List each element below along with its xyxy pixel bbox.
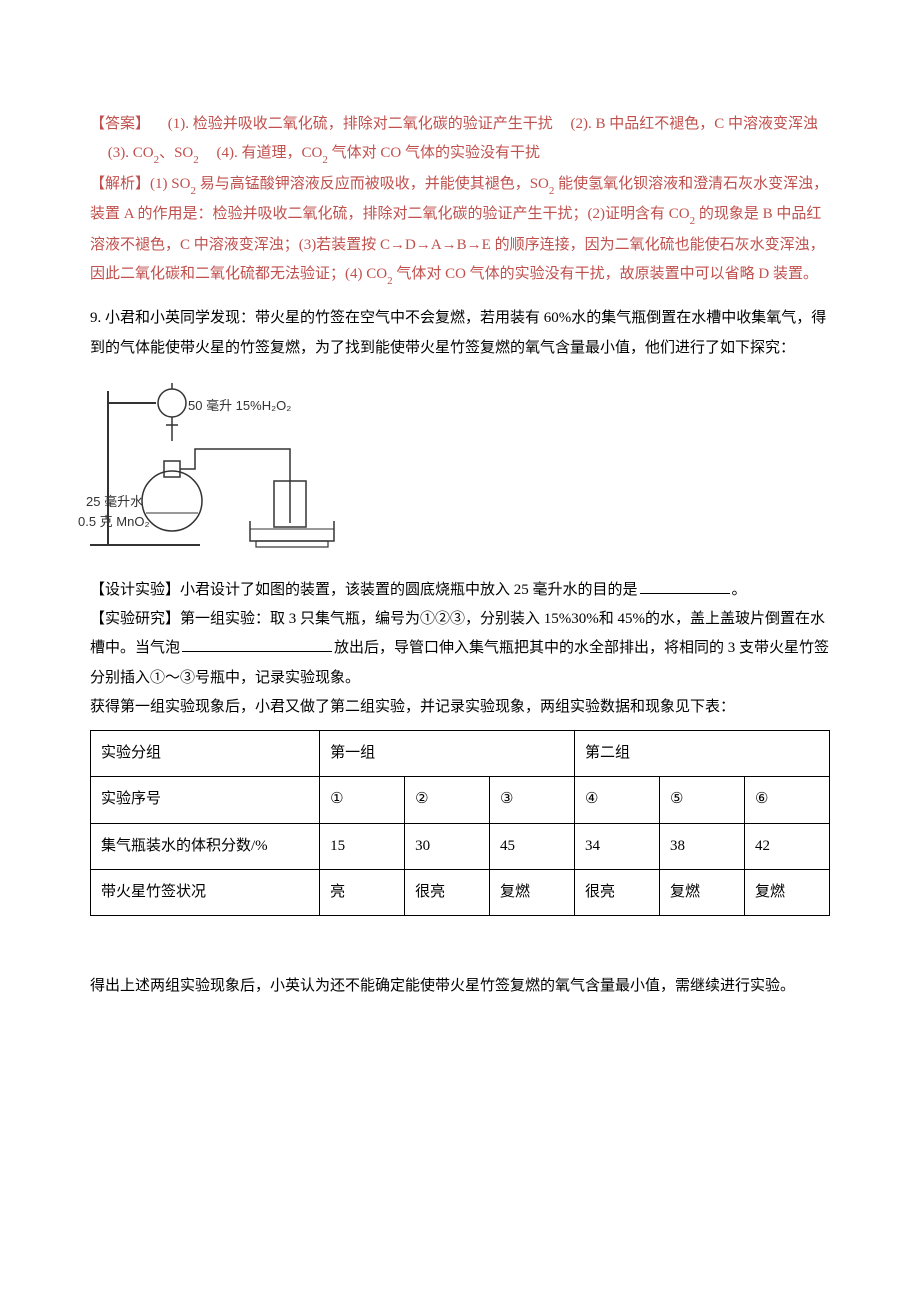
- analysis-sub-1: 2: [190, 185, 196, 197]
- diagram-label-top: 50 毫升 15%H₂O₂: [188, 393, 291, 418]
- table-header-status: 带火星竹签状况: [91, 869, 320, 915]
- answer-item-text-4a: 有道理，CO: [242, 145, 323, 161]
- followup-text: 获得第一组实验现象后，小君又做了第二组实验，并记录实验现象，两组实验数据和现象见…: [90, 693, 830, 722]
- table-cell: ④: [575, 777, 660, 823]
- table-row: 实验序号 ① ② ③ ④ ⑤ ⑥: [91, 777, 830, 823]
- table-cell: 30: [405, 823, 490, 869]
- analysis-pre: (1) SO: [150, 176, 190, 192]
- answer-item-num-2: (2).: [571, 116, 592, 132]
- experiment-table: 实验分组 第一组 第二组 实验序号 ① ② ③ ④ ⑤ ⑥ 集气瓶装水的体积分数…: [90, 730, 830, 916]
- research-block: 【实验研究】第一组实验：取 3 只集气瓶，编号为①②③，分别装入 15%30%和…: [90, 605, 830, 693]
- research-label: 【实验研究】: [90, 611, 180, 627]
- table-header-seq: 实验序号: [91, 777, 320, 823]
- table-row: 实验分组 第一组 第二组: [91, 731, 830, 777]
- table-header-group: 实验分组: [91, 731, 320, 777]
- table-cell: ②: [405, 777, 490, 823]
- conclusion-text: 得出上述两组实验现象后，小英认为还不能确定能使带火星竹签复燃的氧气含量最小值，需…: [90, 972, 830, 1001]
- apparatus-diagram: 50 毫升 15%H₂O₂ 25 毫升水 0.5 克 MnO₂: [90, 373, 370, 558]
- analysis-t4: 气体对 CO 气体的实验没有干扰，故原装置中可以省略 D 装置。: [393, 266, 818, 282]
- table-cell: ⑤: [660, 777, 745, 823]
- question-text: 小君和小英同学发现：带火星的竹签在空气中不会复燃，若用装有 60%水的集气瓶倒置…: [90, 310, 826, 355]
- table-cell: 15: [320, 823, 405, 869]
- analysis-sub-2: 2: [549, 185, 555, 197]
- answer-block: 【答案】 (1). 检验并吸收二氧化硫，排除对二氧化碳的验证产生干扰 (2). …: [90, 110, 830, 170]
- diagram-label-bot: 0.5 克 MnO₂: [78, 509, 150, 534]
- answer-item-num-3: (3).: [108, 145, 129, 161]
- table-header-vol: 集气瓶装水的体积分数/%: [91, 823, 320, 869]
- answer-item-sep: 、SO: [159, 145, 193, 161]
- design-block: 【设计实验】小君设计了如图的装置，该装置的圆底烧瓶中放入 25 毫升水的目的是 。: [90, 576, 830, 605]
- answer-item-num-4: (4).: [217, 145, 238, 161]
- design-end: 。: [732, 582, 747, 598]
- answer-item-text-4b: 气体对 CO 气体的实验没有干扰: [328, 145, 540, 161]
- table-cell: 复燃: [745, 869, 830, 915]
- table-cell: 45: [490, 823, 575, 869]
- answer-label: 【答案】: [90, 116, 150, 132]
- table-cell: 复燃: [490, 869, 575, 915]
- analysis-t1: 易与高锰酸钾溶液反应而被吸收，并能使其褪色，SO: [196, 176, 549, 192]
- blank-1: [640, 579, 730, 594]
- analysis-block: 【解析】(1) SO2 易与高锰酸钾溶液反应而被吸收，并能使其褪色，SO2 能使…: [90, 170, 830, 291]
- table-cell: 复燃: [660, 869, 745, 915]
- table-header-g1: 第一组: [320, 731, 575, 777]
- blank-2: [182, 637, 332, 652]
- table-cell: ①: [320, 777, 405, 823]
- table-row: 集气瓶装水的体积分数/% 15 30 45 34 38 42: [91, 823, 830, 869]
- analysis-sub-3: 2: [690, 215, 696, 227]
- answer-item-text-1: 检验并吸收二氧化硫，排除对二氧化碳的验证产生干扰: [193, 116, 553, 132]
- design-text: 小君设计了如图的装置，该装置的圆底烧瓶中放入 25 毫升水的目的是: [180, 582, 638, 598]
- table-row: 带火星竹签状况 亮 很亮 复燃 很亮 复燃 复燃: [91, 869, 830, 915]
- design-label: 【设计实验】: [90, 582, 180, 598]
- table-cell: 42: [745, 823, 830, 869]
- table-cell: ⑥: [745, 777, 830, 823]
- table-cell: 34: [575, 823, 660, 869]
- question-block: 9. 小君和小英同学发现：带火星的竹签在空气中不会复燃，若用装有 60%水的集气…: [90, 304, 830, 363]
- table-cell: 很亮: [405, 869, 490, 915]
- answer-sub-1: 2: [154, 154, 160, 166]
- table-cell: 很亮: [575, 869, 660, 915]
- answer-item-text-3a: CO: [133, 145, 154, 161]
- question-num: 9.: [90, 310, 101, 326]
- table-cell: 亮: [320, 869, 405, 915]
- answer-item-text-2: B 中品红不褪色，C 中溶液变浑浊: [596, 116, 819, 132]
- analysis-label: 【解析】: [90, 176, 150, 192]
- analysis-sub-4: 2: [387, 275, 393, 287]
- answer-sub-2: 2: [193, 154, 199, 166]
- table-header-g2: 第二组: [575, 731, 830, 777]
- table-cell: 38: [660, 823, 745, 869]
- answer-sub-3: 2: [322, 154, 328, 166]
- table-cell: ③: [490, 777, 575, 823]
- answer-item-num-1: (1).: [168, 116, 189, 132]
